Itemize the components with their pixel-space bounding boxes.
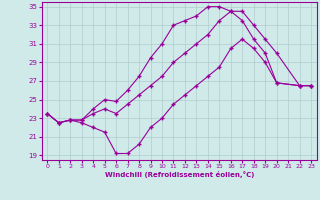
X-axis label: Windchill (Refroidissement éolien,°C): Windchill (Refroidissement éolien,°C) xyxy=(105,171,254,178)
